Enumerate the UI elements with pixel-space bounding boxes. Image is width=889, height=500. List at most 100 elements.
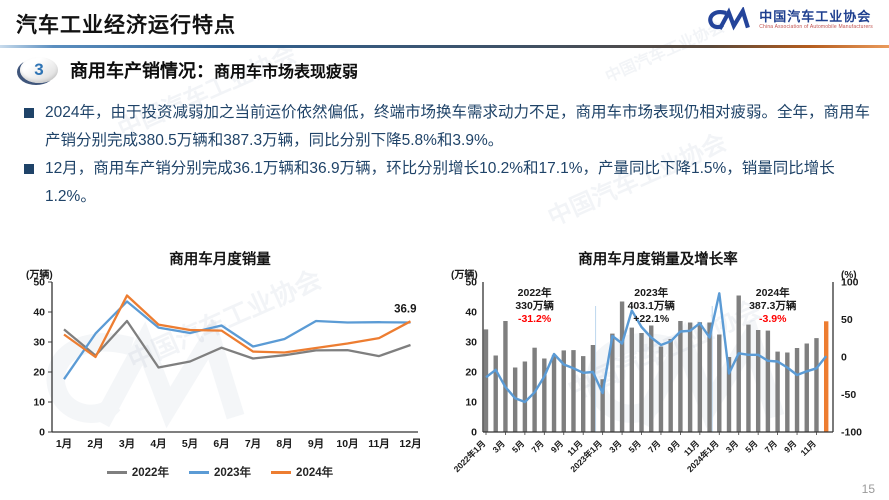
bullet-item: 12月，商用车产销分别完成36.1万辆和36.9万辆，环比分别增长10.2%和1… xyxy=(24,155,875,211)
annotation-year: 2022年 xyxy=(518,286,552,299)
x-tick-label: 12月 xyxy=(399,438,421,450)
x-tick-label: 9月 xyxy=(665,438,681,454)
x-tick-label: 5月 xyxy=(510,438,526,454)
sales-bar xyxy=(512,367,518,432)
sales-bar xyxy=(707,322,712,432)
caam-logo: 中国汽车工业协会 China Association of Automobile… xyxy=(707,7,873,33)
chart-title: 商用车月度销量 xyxy=(169,252,271,268)
charts-row: 商用车月度销量 (万辆) 0 10 20 30 40 50 1月 2月 3月 4月 5月 6月 7月 8月 9… xyxy=(10,248,879,485)
y-tick-label-left: 50 xyxy=(465,277,477,289)
chart-sales-and-growth: 商用车月度销量及增长率 (万辆) (%) 0 10 20 30 40 50 -100 -50 0 50… xyxy=(437,248,879,485)
bullet-text: 2024年，由于投资减弱加之当前运价依然偏低，终端市场换车需求动力不足，商用车市… xyxy=(45,104,870,149)
section-title-main: 商用车产销情况： xyxy=(70,61,214,81)
sales-bar xyxy=(668,339,673,432)
x-tick-label: 3月 xyxy=(607,438,623,454)
section-title-sub: 商用车市场表现疲弱 xyxy=(214,64,359,81)
y-tick-label: 0 xyxy=(39,427,45,439)
y-tick-label: 10 xyxy=(33,397,45,409)
y-tick-label-right: -50 xyxy=(841,389,856,401)
legend-label: 2024年 xyxy=(296,467,334,479)
x-tick-label: 3月 xyxy=(724,438,740,454)
legend-swatch xyxy=(106,470,127,474)
sales-bar xyxy=(551,355,557,432)
series-line-2022年 xyxy=(63,319,411,369)
sales-bar xyxy=(629,327,634,432)
sales-bar xyxy=(590,345,596,432)
sales-bar xyxy=(649,325,654,432)
legend-label: 2022年 xyxy=(131,467,169,479)
x-tick-label: 2022年1月 xyxy=(452,438,488,474)
sales-bar xyxy=(532,347,537,432)
sales-bar xyxy=(542,358,547,432)
x-tick-label: 6月 xyxy=(213,438,229,450)
x-tick-label: 10月 xyxy=(336,438,358,450)
sales-bar xyxy=(765,330,771,432)
x-tick-label: 5月 xyxy=(182,438,198,450)
logo-text-en: China Association of Automobile Manufact… xyxy=(759,24,873,31)
sales-bar xyxy=(561,350,566,432)
y-tick-label-right: -100 xyxy=(841,427,862,439)
annotation-total: 403.1万辆 xyxy=(628,299,676,312)
y-tick-label-left: 30 xyxy=(465,337,477,349)
annotation-year: 2023年 xyxy=(634,286,668,299)
bullet-marker xyxy=(24,108,34,118)
sales-bar xyxy=(571,350,576,432)
legend-swatch xyxy=(271,470,292,474)
series-line-2024年 xyxy=(63,294,412,359)
section-heading: 3 商用车产销情况：商用车市场表现疲弱 xyxy=(20,57,358,83)
y-tick-label-right: 100 xyxy=(841,277,859,289)
annotation-change: -31.2% xyxy=(518,313,552,325)
sales-bar xyxy=(824,321,829,432)
bullet-list: 2024年，由于投资减弱加之当前运价依然偏低，终端市场换车需求动力不足，商用车市… xyxy=(24,99,875,211)
sales-bar xyxy=(746,324,751,432)
x-tick-label: 5月 xyxy=(743,438,759,454)
sales-bar xyxy=(717,334,722,432)
annotation-total: 330万辆 xyxy=(515,299,554,312)
y-tick-label: 20 xyxy=(33,367,45,379)
sales-bar xyxy=(522,361,528,432)
sales-bar xyxy=(619,301,625,432)
bullet-marker xyxy=(24,163,34,174)
bullet-text: 12月，商用车产销分别完成36.1万辆和36.9万辆，环比分别增长10.2%和1… xyxy=(45,159,835,205)
data-label: 36.9 xyxy=(394,303,416,315)
sales-bar xyxy=(600,379,605,432)
year-annotation: 2023年 403.1万辆+22.1% xyxy=(628,286,676,325)
x-tick-label: 1月 xyxy=(56,438,72,450)
y-tick-label: 30 xyxy=(33,337,45,349)
y-axis-unit-left: (万辆) xyxy=(451,268,478,281)
sales-bar xyxy=(814,338,819,432)
sales-bar xyxy=(697,322,703,432)
annotation-change: +22.1% xyxy=(633,313,670,325)
page-number: 15 xyxy=(861,482,875,496)
legend-item-2023年: 2023年 xyxy=(188,464,251,480)
sales-bar xyxy=(775,351,780,432)
sales-bar xyxy=(785,352,790,432)
monthly-sales-plot: (万辆) 0 10 20 30 40 50 1月 2月 3月 4月 5月 6月 7月 8月 9月 10月 11月 1… xyxy=(26,268,422,450)
sales-bar xyxy=(687,322,693,432)
x-tick-label: 11月 xyxy=(368,438,390,450)
chart-title: 商用车月度销量及增长率 xyxy=(578,252,738,268)
sales-bar xyxy=(581,356,586,432)
y-tick-label: 40 xyxy=(33,307,45,319)
x-tick-label: 7月 xyxy=(245,438,261,450)
header-divider xyxy=(0,45,889,48)
growth-line xyxy=(485,292,828,404)
sales-bar xyxy=(726,357,732,432)
x-tick-label: 11月 xyxy=(798,438,817,457)
y-tick-label-right: 0 xyxy=(841,352,847,364)
legend-swatch xyxy=(188,470,209,474)
year-annotation: 2022年 330万辆-31.2% xyxy=(515,286,554,325)
chart-legend: 2022年 2023年 2024年 xyxy=(10,464,430,480)
sales-bar xyxy=(483,329,489,432)
annotation-total: 387.3万辆 xyxy=(749,299,797,312)
section-title: 商用车产销情况：商用车市场表现疲弱 xyxy=(70,57,358,83)
x-tick-label: 9月 xyxy=(308,438,324,450)
year-annotation: 2024年 387.3万辆-3.9% xyxy=(749,286,797,325)
y-tick-label-left: 40 xyxy=(465,307,477,319)
page-title: 汽车工业经济运行特点 xyxy=(16,14,236,37)
logo-text-cn: 中国汽车工业协会 xyxy=(759,8,872,24)
x-tick-label: 9月 xyxy=(782,438,798,454)
x-tick-label: 5月 xyxy=(627,438,643,454)
